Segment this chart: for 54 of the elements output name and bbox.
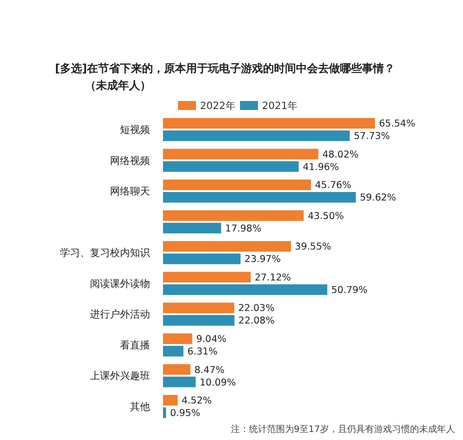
bar <box>163 222 222 234</box>
y-tick-label: 短视频 <box>120 124 150 136</box>
legend-label: 2021年 <box>262 100 298 112</box>
data-label: 45.76% <box>315 180 352 192</box>
y-tick-label: 进行户外活动 <box>90 308 150 321</box>
data-label: 10.09% <box>200 377 236 388</box>
bar <box>163 241 291 252</box>
bar <box>163 284 328 295</box>
data-label: 6.31% <box>187 346 218 358</box>
bar <box>163 130 350 142</box>
y-tick-label: 网络视频 <box>110 154 150 167</box>
y-tick-label: 看直播 <box>120 339 150 352</box>
data-label: 27.12% <box>254 272 291 284</box>
data-label: 50.79% <box>331 284 368 296</box>
data-label: 43.50% <box>308 210 344 222</box>
bar <box>163 161 299 172</box>
bar <box>163 254 241 264</box>
chart-title: [多选]在节省下来的，原本用于玩电子游戏的时间中会去做哪些事情？ <box>54 62 396 75</box>
data-label: 48.02% <box>322 149 359 160</box>
bar <box>163 118 375 129</box>
bar <box>163 407 166 418</box>
bar <box>163 272 251 282</box>
data-label: 22.08% <box>238 316 275 327</box>
y-tick-label: 学习、复习校内知识 <box>60 247 150 260</box>
bar <box>163 333 192 344</box>
data-label: 39.55% <box>294 242 332 253</box>
data-label: 41.96% <box>302 162 339 173</box>
y-tick-label: 其他 <box>130 400 150 413</box>
data-label: 59.62% <box>360 192 396 204</box>
data-label: 23.97% <box>244 254 281 266</box>
bar <box>163 376 196 388</box>
data-label: 57.73% <box>354 131 390 142</box>
data-label: 4.52% <box>182 396 212 407</box>
bar <box>163 394 178 406</box>
legend-label: 2022年 <box>200 100 236 112</box>
y-tick-label: 上课外兴趣班 <box>90 370 150 382</box>
data-label: 65.54% <box>379 118 416 130</box>
data-label: 17.98% <box>225 223 262 234</box>
data-label: 9.04% <box>196 334 226 346</box>
text: 注：统计范围为9至17岁，且仍具有游戏习惯的未成年人 <box>230 424 455 435</box>
bar <box>163 346 184 356</box>
bar <box>163 148 318 160</box>
bar <box>163 192 356 203</box>
data-label: 0.95% <box>170 408 200 420</box>
data-label: 8.47% <box>194 364 225 376</box>
chart-subtitle: （未成年人） <box>85 79 151 92</box>
bar <box>163 302 234 314</box>
data-label: 22.03% <box>238 303 274 314</box>
bar <box>163 180 312 190</box>
y-tick-label: 网络聊天 <box>110 186 150 198</box>
bar <box>163 210 304 221</box>
bar <box>163 364 190 375</box>
y-tick-label: 阅读课外读物 <box>90 278 150 290</box>
bar <box>163 315 234 326</box>
